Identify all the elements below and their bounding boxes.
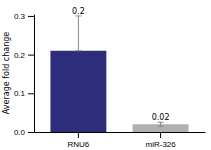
x-tick: miR-326	[145, 132, 176, 149]
data-labels: 0.2 0.02	[72, 7, 169, 122]
y-tick: 0.1	[14, 89, 34, 98]
y-tick-label: 0.2	[14, 51, 26, 60]
y-tick-label: 0.3	[14, 12, 26, 21]
y-tick: 0.0	[14, 128, 34, 137]
y-axis-line	[34, 15, 35, 133]
x-tick-mark	[160, 132, 161, 138]
error-line	[78, 16, 79, 51]
x-tick: RNU6	[68, 132, 90, 149]
data-label: 0.02	[152, 113, 170, 122]
x-tick-mark	[78, 132, 79, 138]
data-label: 0.2	[72, 7, 85, 16]
x-tick-label: miR-326	[145, 140, 176, 149]
y-axis: 0.0 0.1 0.2 0.3	[14, 12, 35, 137]
x-tick-label: RNU6	[68, 140, 90, 149]
y-axis-title: Average fold change	[2, 32, 11, 114]
error-cap-bottom	[75, 50, 81, 51]
y-tick-mark	[28, 55, 34, 56]
y-tick-label: 0.0	[14, 128, 26, 137]
y-tick-mark	[28, 16, 34, 17]
y-tick-mark	[28, 93, 34, 94]
marks	[50, 16, 188, 132]
chart: 0.2 0.02 RNU6 miR-326 0.0 0.1 0.2 0.3 Average fo…	[0, 0, 211, 150]
error-bar	[75, 16, 81, 51]
y-tick: 0.2	[14, 51, 34, 60]
y-tick: 0.3	[14, 12, 34, 21]
plot-area: 0.2 0.02 RNU6 miR-326 0.0 0.1 0.2 0.3	[14, 7, 206, 149]
bar	[50, 51, 106, 132]
error-line	[160, 122, 161, 126]
y-tick-mark	[28, 132, 34, 133]
error-bar	[158, 122, 164, 126]
x-axis: RNU6 miR-326	[35, 132, 206, 149]
x-axis-line	[35, 132, 206, 133]
error-cap-bottom	[158, 126, 164, 127]
y-tick-label: 0.1	[14, 89, 26, 98]
